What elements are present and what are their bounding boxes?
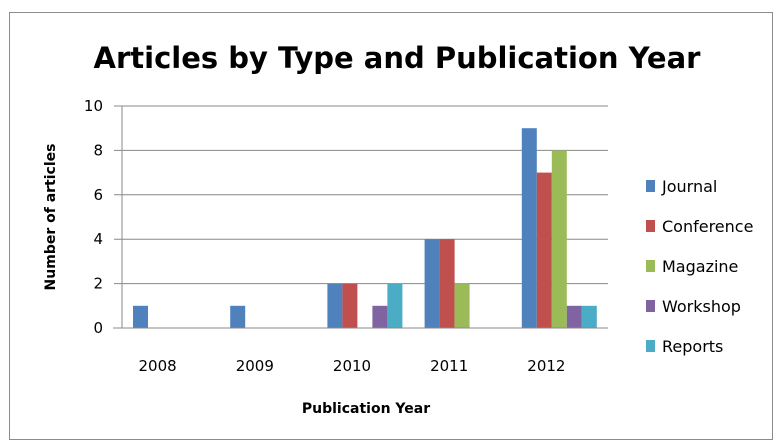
bar-journal-2012 bbox=[521, 128, 537, 328]
y-tick-label: 0 bbox=[93, 319, 103, 337]
bar-workshop-2012 bbox=[566, 305, 582, 328]
bars bbox=[133, 128, 597, 328]
bar-journal-2008 bbox=[133, 305, 148, 328]
bar-journal-2011 bbox=[424, 239, 440, 328]
x-tick-label: 2010 bbox=[333, 357, 371, 375]
bar-reports-2012 bbox=[581, 305, 597, 328]
legend-swatch-journal bbox=[646, 180, 655, 192]
chart-title: Articles by Type and Publication Year bbox=[94, 41, 702, 75]
x-tick-label: 2009 bbox=[236, 357, 274, 375]
legend-swatch-magazine bbox=[646, 260, 655, 272]
y-tick-label: 10 bbox=[84, 97, 103, 115]
y-axis-ticks: 0 2 4 6 8 10 bbox=[84, 97, 103, 337]
x-tick-label: 2012 bbox=[527, 357, 565, 375]
bar-journal-2010 bbox=[327, 283, 343, 328]
x-tick-label: 2008 bbox=[139, 357, 177, 375]
legend-swatch-workshop bbox=[646, 300, 655, 312]
legend: Journal Conference Magazine Workshop Reports bbox=[646, 177, 753, 356]
y-tick-label: 2 bbox=[93, 275, 103, 293]
legend-label-journal: Journal bbox=[661, 177, 717, 196]
bar-magazine-2011 bbox=[454, 283, 470, 328]
y-tick-label: 8 bbox=[93, 141, 103, 159]
legend-label-conference: Conference bbox=[662, 217, 753, 236]
x-axis-ticks: 2008 2009 2010 2011 2012 bbox=[139, 357, 566, 375]
legend-swatch-conference bbox=[646, 220, 655, 232]
bar-journal-2009 bbox=[230, 305, 246, 328]
bar-conference-2012 bbox=[536, 172, 552, 328]
y-tick-label: 6 bbox=[93, 186, 103, 204]
legend-label-workshop: Workshop bbox=[662, 297, 741, 316]
bar-conference-2010 bbox=[342, 283, 358, 328]
chart-frame bbox=[9, 12, 773, 440]
x-axis-title: Publication Year bbox=[302, 401, 430, 417]
bar-workshop-2010 bbox=[372, 305, 388, 328]
bar-reports-2010 bbox=[387, 283, 403, 328]
legend-label-magazine: Magazine bbox=[662, 257, 738, 276]
bar-conference-2011 bbox=[439, 239, 455, 328]
bar-magazine-2012 bbox=[551, 150, 567, 328]
legend-swatch-reports bbox=[646, 340, 655, 352]
x-tick-label: 2011 bbox=[430, 357, 468, 375]
y-tick-label: 4 bbox=[93, 230, 103, 248]
legend-label-reports: Reports bbox=[662, 337, 723, 356]
y-axis-title: Number of articles bbox=[43, 144, 59, 291]
